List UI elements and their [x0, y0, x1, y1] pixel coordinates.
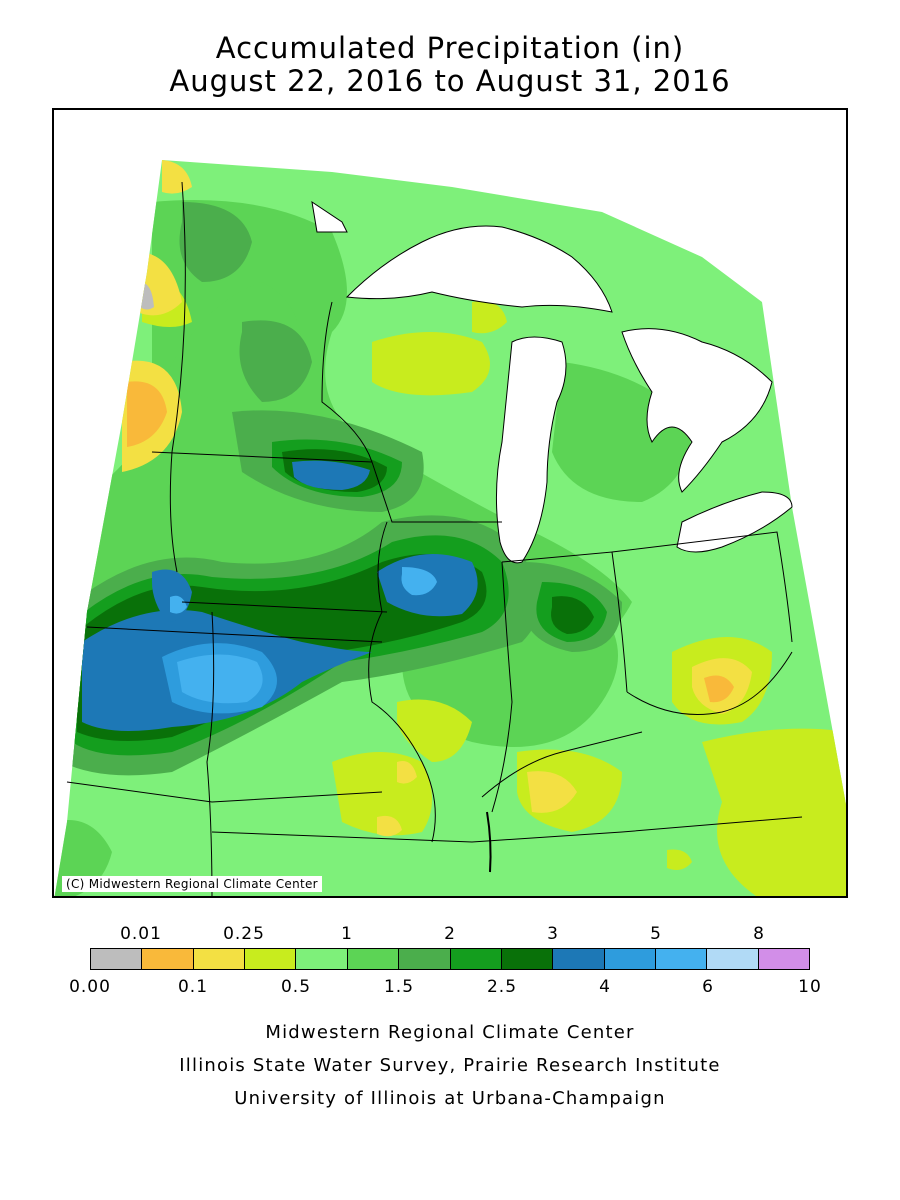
legend-swatch — [296, 949, 348, 969]
river — [486, 811, 492, 873]
precipitation-map: (C) Midwestern Regional Climate Center — [52, 108, 848, 898]
map-copyright: (C) Midwestern Regional Climate Center — [62, 876, 322, 892]
legend-label: 8 — [753, 924, 765, 944]
legend-label: 10 — [798, 977, 822, 997]
legend-label: 1.5 — [383, 977, 415, 997]
legend: 0.01 0.25 1 2 3 5 8 0.00 0.1 0.5 1.5 2.5… — [0, 920, 900, 1010]
map-canvas — [54, 160, 846, 896]
legend-swatch — [553, 949, 605, 969]
boundary-line — [626, 651, 793, 715]
precip-zone-light-blue — [401, 567, 437, 596]
precip-zone-yellow — [397, 761, 417, 784]
boundary-line — [206, 611, 215, 896]
precip-zone-yellow-green — [667, 849, 692, 870]
state-boundaries — [66, 181, 803, 896]
lake-erie — [676, 491, 793, 553]
legend-swatch — [91, 949, 143, 969]
boundary-line — [169, 181, 186, 573]
boundary-line — [86, 626, 383, 643]
boundary-line — [611, 531, 793, 643]
legend-label: 0.01 — [120, 924, 162, 944]
map-date-range: August 22, 2016 to August 31, 2016 — [169, 64, 731, 98]
legend-swatch — [758, 949, 810, 969]
boundary-line — [321, 301, 502, 523]
precip-zone-yellow-green — [372, 332, 490, 396]
legend-swatch — [347, 949, 400, 969]
map-title: Accumulated Precipitation (in) — [215, 31, 685, 65]
precip-zone-mid-green — [239, 320, 312, 402]
boundary-line — [181, 601, 388, 613]
precip-zone-light-blue — [170, 595, 187, 614]
legend-label: 3 — [547, 924, 559, 944]
legend-swatch — [604, 949, 656, 969]
precip-zone-yellow-green — [472, 301, 507, 334]
legend-label: 0.1 — [177, 977, 209, 997]
legend-label: 4 — [599, 977, 611, 997]
precip-zone-yellow — [162, 160, 192, 194]
precip-zone-mid-green — [179, 202, 252, 282]
boundary-line — [151, 451, 373, 463]
lake-superior — [345, 225, 613, 313]
credit-line-2: Illinois State Water Survey, Prairie Res… — [179, 1055, 721, 1076]
precip-zone-yellow-green — [702, 728, 846, 896]
legend-label: 5 — [650, 924, 662, 944]
lake-michigan — [495, 336, 567, 564]
legend-label: 2.5 — [486, 977, 518, 997]
legend-swatch — [450, 949, 502, 969]
boundary-line — [491, 561, 513, 813]
lake-of-the-woods — [311, 200, 348, 233]
legend-label: 1 — [341, 924, 353, 944]
legend-label: 2 — [444, 924, 456, 944]
legend-swatch — [245, 949, 297, 969]
precip-zone-light-blue — [177, 654, 263, 704]
legend-swatch — [399, 949, 451, 969]
legend-swatch — [193, 949, 246, 969]
great-lakes — [311, 200, 793, 564]
legend-label: 0.5 — [280, 977, 312, 997]
precip-zone-darkest-green — [551, 596, 594, 634]
legend-swatch — [655, 949, 708, 969]
precip-zone-yellow — [527, 771, 577, 813]
precip-zone-yellow — [377, 815, 402, 837]
boundary-line — [211, 816, 803, 843]
credit-line-3: University of Illinois at Urbana-Champai… — [234, 1088, 666, 1109]
precip-zone-dark-blue — [292, 460, 370, 490]
boundary-line — [66, 781, 383, 803]
lake-huron — [621, 328, 773, 493]
legend-swatch — [142, 949, 194, 969]
precip-zone-orange — [704, 675, 734, 703]
precip-zone-yellow-green — [397, 699, 472, 762]
boundary-line — [368, 521, 436, 843]
legend-color-scale — [90, 948, 810, 970]
credit-line-1: Midwestern Regional Climate Center — [265, 1022, 635, 1043]
boundary-line — [501, 551, 628, 693]
boundary-line — [481, 731, 643, 798]
legend-label: 6 — [702, 977, 714, 997]
precip-zone-orange — [127, 381, 167, 447]
legend-label: 0.00 — [69, 977, 111, 997]
legend-swatch — [707, 949, 759, 969]
legend-label: 0.25 — [223, 924, 265, 944]
legend-swatch — [501, 949, 554, 969]
